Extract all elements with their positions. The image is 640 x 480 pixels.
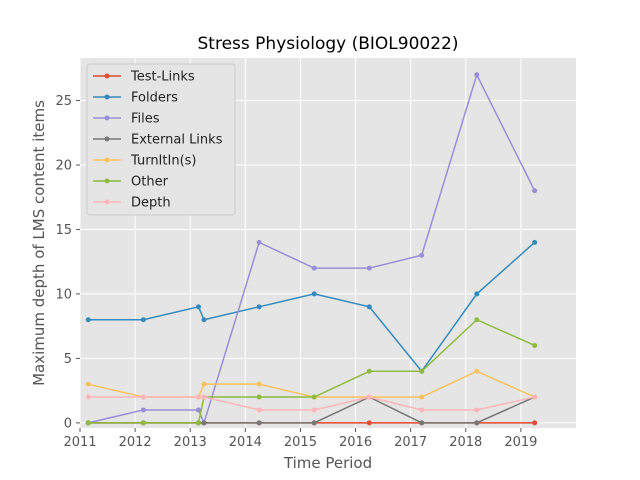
chart-title: Stress Physiology (BIOL90022) bbox=[198, 34, 459, 54]
data-point-external-links bbox=[201, 420, 207, 426]
y-tick-label: 20 bbox=[55, 159, 72, 174]
data-point-external-links bbox=[256, 420, 262, 426]
x-tick-label: 2013 bbox=[174, 435, 207, 450]
data-point-depth bbox=[140, 394, 146, 400]
y-tick-label: 0 bbox=[64, 416, 72, 431]
data-point-other bbox=[195, 420, 201, 426]
data-point-depth bbox=[474, 407, 480, 413]
legend-box bbox=[86, 63, 236, 216]
legend-marker-test-links bbox=[104, 73, 110, 79]
series-line-other bbox=[88, 318, 535, 424]
data-point-files bbox=[256, 239, 262, 245]
series-line-folders bbox=[88, 241, 536, 373]
data-point-files bbox=[140, 407, 146, 413]
data-point-external-links bbox=[419, 420, 425, 426]
legend-label-external-links: External Links bbox=[131, 133, 223, 148]
legend-label-files: Files bbox=[131, 112, 160, 127]
y-tick-label: 10 bbox=[55, 287, 72, 302]
data-point-folders bbox=[195, 304, 201, 310]
x-tick-label: 2019 bbox=[504, 435, 537, 450]
data-point-test-links bbox=[532, 420, 538, 426]
data-point-turnitin-s bbox=[201, 381, 207, 387]
legend-label-turnitin-s: TurnItIn(s) bbox=[130, 154, 196, 169]
data-point-files bbox=[195, 407, 201, 413]
y-tick-label: 25 bbox=[55, 94, 72, 109]
data-point-other bbox=[419, 368, 425, 374]
y-axis-label: Maximum depth of LMS content items bbox=[30, 100, 48, 386]
data-point-turnitin-s bbox=[474, 368, 480, 374]
data-point-files bbox=[366, 265, 372, 271]
x-tick-label: 2018 bbox=[449, 435, 482, 450]
data-point-depth bbox=[311, 407, 317, 413]
data-point-other bbox=[311, 394, 317, 400]
y-tick-label: 15 bbox=[55, 223, 72, 238]
data-point-other bbox=[140, 420, 146, 426]
data-point-depth bbox=[85, 394, 91, 400]
x-tick-label: 2015 bbox=[284, 435, 317, 450]
data-point-turnitin-s bbox=[256, 381, 262, 387]
data-point-files bbox=[532, 188, 538, 194]
series-line-files bbox=[88, 72, 536, 426]
legend-marker-depth bbox=[104, 199, 110, 205]
data-point-turnitin-s bbox=[85, 381, 91, 387]
legend-marker-files bbox=[104, 115, 110, 121]
data-point-files bbox=[419, 252, 425, 258]
data-point-depth bbox=[201, 394, 207, 400]
data-point-external-links bbox=[311, 420, 317, 426]
data-point-other bbox=[256, 394, 262, 400]
data-point-depth bbox=[532, 394, 538, 400]
legend-label-folders: Folders bbox=[131, 91, 178, 106]
data-point-turnitin-s bbox=[419, 394, 425, 400]
legend-label-depth: Depth bbox=[131, 196, 171, 211]
data-point-other bbox=[532, 342, 538, 348]
x-tick-label: 2012 bbox=[119, 435, 152, 450]
data-point-folders bbox=[85, 317, 91, 323]
data-point-files bbox=[474, 72, 480, 78]
legend-marker-turnitin-s bbox=[104, 157, 110, 163]
data-point-folders bbox=[366, 304, 372, 310]
series-line-depth bbox=[88, 396, 535, 411]
x-tick-label: 2016 bbox=[339, 435, 372, 450]
legend: Test-Links Folders Files External Links Turn… bbox=[86, 63, 236, 216]
data-point-depth bbox=[195, 394, 201, 400]
data-point-depth bbox=[366, 394, 372, 400]
data-point-depth bbox=[419, 407, 425, 413]
y-tick-labels: 0 5 10 15 20 25 bbox=[55, 94, 80, 431]
data-point-folders bbox=[532, 239, 538, 245]
data-point-folders bbox=[140, 317, 146, 323]
legend-label-other: Other bbox=[131, 175, 169, 190]
x-tick-label: 2017 bbox=[394, 435, 427, 450]
data-point-other bbox=[366, 368, 372, 374]
data-point-folders bbox=[311, 291, 317, 297]
x-tick-label: 2011 bbox=[63, 435, 96, 450]
legend-marker-folders bbox=[104, 94, 110, 100]
data-point-other bbox=[85, 420, 91, 426]
legend-marker-external-links bbox=[104, 136, 110, 142]
x-tick-labels: 2011 2012 2013 2014 2015 2016 2017 2018 2019 bbox=[63, 428, 537, 450]
data-point-other bbox=[474, 317, 480, 323]
series-lines bbox=[85, 72, 538, 426]
data-point-depth bbox=[256, 407, 262, 413]
legend-marker-other bbox=[104, 178, 110, 184]
data-point-folders bbox=[474, 291, 480, 297]
x-axis-label: Time Period bbox=[283, 454, 372, 472]
y-tick-label: 5 bbox=[64, 352, 72, 367]
data-point-external-links bbox=[474, 420, 480, 426]
data-point-folders bbox=[256, 304, 262, 310]
data-point-folders bbox=[201, 317, 207, 323]
data-point-files bbox=[311, 265, 317, 271]
x-tick-label: 2014 bbox=[229, 435, 262, 450]
legend-label-test-links: Test-Links bbox=[130, 70, 195, 85]
data-point-test-links bbox=[366, 420, 372, 426]
